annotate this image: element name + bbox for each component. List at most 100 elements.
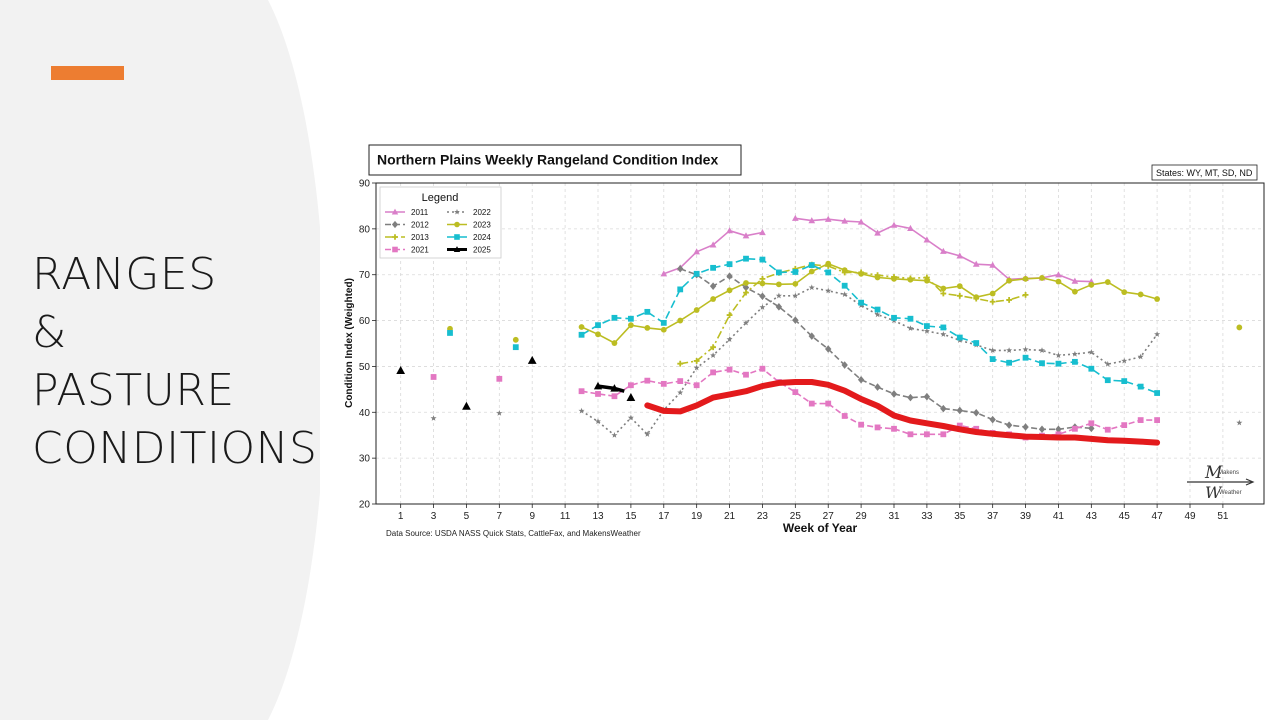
slide-title: RANGES & PASTURE CONDITIONS bbox=[32, 246, 317, 478]
data-point-2025 bbox=[396, 365, 406, 374]
makensweather-logo: M Makens W Weather bbox=[1187, 463, 1255, 502]
legend-label-2025: 2025 bbox=[473, 246, 491, 255]
data-point-2011 bbox=[709, 241, 717, 248]
data-point-2023 bbox=[858, 270, 865, 277]
x-tick-label: 47 bbox=[1152, 511, 1164, 522]
data-point-2013 bbox=[956, 292, 963, 299]
x-axis-ticks: 1 3 5 7 9 11 13 15 17 19 21 23 25 27 29 31 33 35 37 39 41 43 4… bbox=[398, 504, 1229, 522]
data-point-2023 bbox=[578, 324, 585, 330]
data-point-2025 bbox=[626, 393, 636, 402]
x-tick-label: 15 bbox=[625, 511, 637, 522]
data-point-2022 bbox=[595, 418, 601, 424]
isolated-points-2025 bbox=[396, 355, 636, 410]
logo-text-top: Makens bbox=[1218, 470, 1239, 476]
data-point-2024 bbox=[808, 262, 815, 268]
data-point-2022 bbox=[578, 407, 585, 414]
data-point-2023 bbox=[825, 260, 832, 267]
title-line: & bbox=[32, 307, 67, 358]
data-point-2024 bbox=[1006, 359, 1013, 366]
data-point-2012 bbox=[907, 393, 914, 402]
series-line-2023 bbox=[581, 262, 1158, 344]
data-point-2023 bbox=[940, 285, 947, 292]
legend-marker-2023 bbox=[454, 221, 460, 228]
data-point-2024 bbox=[858, 299, 865, 306]
data-point-2024 bbox=[627, 315, 634, 322]
data-point-2023 bbox=[891, 275, 897, 282]
x-tick-label: 51 bbox=[1217, 511, 1229, 522]
legend-entry-2022: 2022 bbox=[447, 208, 491, 217]
x-axis-label: Week of Year bbox=[783, 521, 858, 535]
data-point-2023 bbox=[1104, 279, 1111, 285]
data-point-2013 bbox=[1006, 297, 1013, 303]
data-point-2012 bbox=[726, 272, 733, 280]
data-point-2011 bbox=[808, 217, 816, 224]
data-point-2022 bbox=[496, 410, 503, 416]
data-point-2012 bbox=[956, 406, 963, 415]
legend-marker-2011 bbox=[391, 208, 399, 215]
left-panel-background bbox=[0, 0, 320, 720]
data-point-2012 bbox=[940, 404, 947, 413]
logo-arrowhead bbox=[1245, 478, 1255, 486]
data-point-2012 bbox=[808, 332, 815, 340]
legend-label-2023: 2023 bbox=[473, 221, 491, 230]
data-point-2021 bbox=[907, 431, 914, 438]
y-tick-label: 40 bbox=[359, 408, 371, 419]
data-point-2021 bbox=[627, 382, 634, 389]
data-point-2023 bbox=[1137, 291, 1144, 298]
chart-title: Northern Plains Weekly Rangeland Conditi… bbox=[377, 152, 718, 168]
x-tick-label: 25 bbox=[790, 511, 802, 522]
data-point-2022 bbox=[1154, 331, 1161, 337]
data-point-2025 bbox=[462, 401, 471, 410]
x-tick-label: 21 bbox=[724, 511, 736, 522]
data-point-2011 bbox=[791, 214, 799, 221]
legend-marker-2021 bbox=[392, 246, 398, 253]
data-point-2021 bbox=[1104, 426, 1111, 433]
data-point-2022 bbox=[775, 292, 782, 299]
legend-label-2022: 2022 bbox=[473, 208, 491, 217]
data-point-2013 bbox=[940, 290, 947, 297]
data-point-2012 bbox=[825, 345, 832, 353]
data-point-2022 bbox=[677, 389, 684, 396]
data-point-2021 bbox=[1154, 417, 1161, 423]
data-point-2021 bbox=[1088, 420, 1095, 427]
data-point-2012 bbox=[759, 292, 766, 301]
legend-label-2012: 2012 bbox=[411, 221, 429, 230]
data-point-2023 bbox=[710, 296, 717, 302]
data-point-2025 bbox=[527, 355, 537, 364]
data-point-2011 bbox=[857, 218, 865, 225]
legend-entry-2021: 2021 bbox=[385, 246, 429, 255]
y-tick-label: 30 bbox=[359, 454, 371, 465]
legend-marker-2025 bbox=[453, 246, 461, 253]
series-2022 bbox=[578, 284, 1161, 438]
data-point-2022 bbox=[825, 287, 832, 294]
series-2024 bbox=[578, 255, 1161, 396]
chart-title-box bbox=[368, 144, 742, 176]
data-point-2012 bbox=[742, 283, 750, 292]
title-line: CONDITIONS bbox=[32, 423, 318, 474]
data-point-2023 bbox=[907, 276, 914, 283]
data-point-2011 bbox=[726, 227, 733, 234]
rangeland-condition-chart: Northern Plains Weekly Rangeland Conditi… bbox=[344, 144, 1265, 538]
data-point-2022 bbox=[1236, 419, 1243, 426]
x-tick-label: 41 bbox=[1053, 511, 1065, 522]
y-tick-label: 20 bbox=[359, 500, 371, 511]
data-point-2023 bbox=[808, 268, 815, 275]
data-point-2011 bbox=[824, 215, 832, 222]
data-point-2011 bbox=[939, 247, 947, 254]
data-point-2023 bbox=[989, 290, 996, 297]
data-point-2023 bbox=[644, 325, 651, 331]
x-tick-label: 11 bbox=[560, 511, 571, 522]
legend-label-2013: 2013 bbox=[411, 233, 429, 242]
data-point-2021 bbox=[858, 421, 865, 428]
data-point-2024 bbox=[1055, 360, 1062, 367]
data-point-2024 bbox=[825, 269, 832, 276]
x-tick-label: 1 bbox=[398, 511, 404, 522]
data-point-2013 bbox=[710, 344, 717, 351]
data-point-2021 bbox=[611, 393, 618, 400]
data-point-2011 bbox=[759, 229, 766, 236]
data-point-2024 bbox=[759, 256, 766, 263]
data-point-2021 bbox=[1055, 431, 1062, 438]
data-point-2021 bbox=[677, 378, 684, 385]
data-point-2011 bbox=[956, 252, 964, 259]
data-point-2022 bbox=[989, 347, 996, 353]
